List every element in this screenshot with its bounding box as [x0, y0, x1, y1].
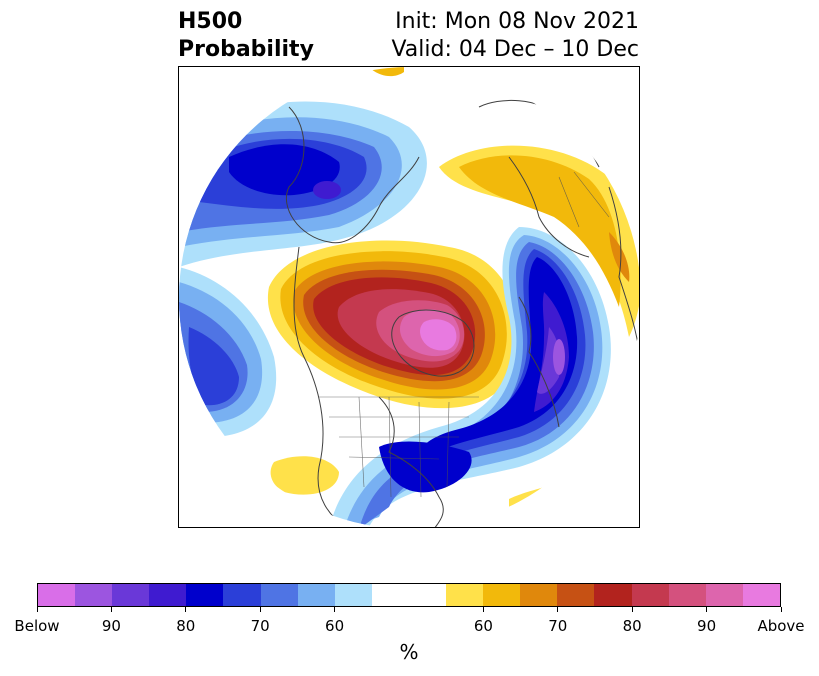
colorbar-segment: [483, 584, 521, 606]
colorbar-tick: [780, 607, 782, 612]
colorbar-segment: [334, 584, 372, 606]
colorbar-segment: [38, 584, 76, 606]
init-date: Init: Mon 08 Nov 2021: [395, 9, 639, 34]
political-borders: [319, 171, 610, 498]
probability-map: [178, 66, 640, 528]
colorbar-segment: [149, 584, 187, 606]
colorbar-segment: [186, 584, 224, 606]
colorbar-tick-label: 70: [548, 617, 568, 635]
colorbar-tick: [36, 607, 38, 612]
map-title: H500 Probability: [178, 8, 314, 64]
colorbar-segment: [742, 584, 780, 606]
colorbar-ticks: [36, 607, 782, 613]
colorbar-segment: [668, 584, 706, 606]
valid-date-range: Valid: 04 Dec – 10 Dec: [391, 37, 639, 62]
colorbar-unit-label: %: [399, 640, 419, 664]
colorbar-tick-label: 60: [473, 617, 493, 635]
colorbar-tick-label: 60: [325, 617, 345, 635]
colorbar-segment: [75, 584, 113, 606]
colorbar-segment: [557, 584, 595, 606]
colorbar-tick: [631, 607, 633, 612]
above-normal-northeast: [369, 67, 639, 337]
date-info: Init: Mon 08 Nov 2021 Valid: 04 Dec – 10…: [391, 8, 639, 64]
colorbar-tick-label: 90: [101, 617, 121, 635]
colorbar-segment: [112, 584, 150, 606]
colorbar-tick-label: 70: [250, 617, 270, 635]
colorbar-tick: [185, 607, 187, 612]
colorbar-tick-label: 80: [622, 617, 642, 635]
colorbar-segment: [594, 584, 632, 606]
colorbar-tick: [334, 607, 336, 612]
title-line-1: H500: [178, 9, 243, 34]
colorbar-segment: [371, 584, 409, 606]
colorbar-segment: [260, 584, 298, 606]
colorbar-segment: [631, 584, 669, 606]
colorbar-tick: [482, 607, 484, 612]
colorbar-tick: [557, 607, 559, 612]
colorbar-tick: [706, 607, 708, 612]
title-line-2: Probability: [178, 37, 314, 62]
probability-colorbar: [37, 583, 781, 607]
colorbar-segment: [408, 584, 447, 606]
below-normal-atlantic: [329, 227, 611, 527]
colorbar-tick: [110, 607, 112, 612]
below-normal-west: [179, 101, 427, 437]
map-canvas: [179, 67, 639, 527]
probability-field: [179, 67, 639, 527]
colorbar-tick: [259, 607, 261, 612]
colorbar-segment: [223, 584, 261, 606]
colorbar-tick-label: Above: [757, 617, 805, 635]
colorbar-segment: [705, 584, 743, 606]
colorbar-tick-label: 90: [697, 617, 717, 635]
colorbar-segment: [297, 584, 335, 606]
colorbar-tick-label: Below: [14, 617, 60, 635]
colorbar-segment: [520, 584, 558, 606]
colorbar-tick-label: 80: [176, 617, 196, 635]
colorbar-segment: [446, 584, 484, 606]
